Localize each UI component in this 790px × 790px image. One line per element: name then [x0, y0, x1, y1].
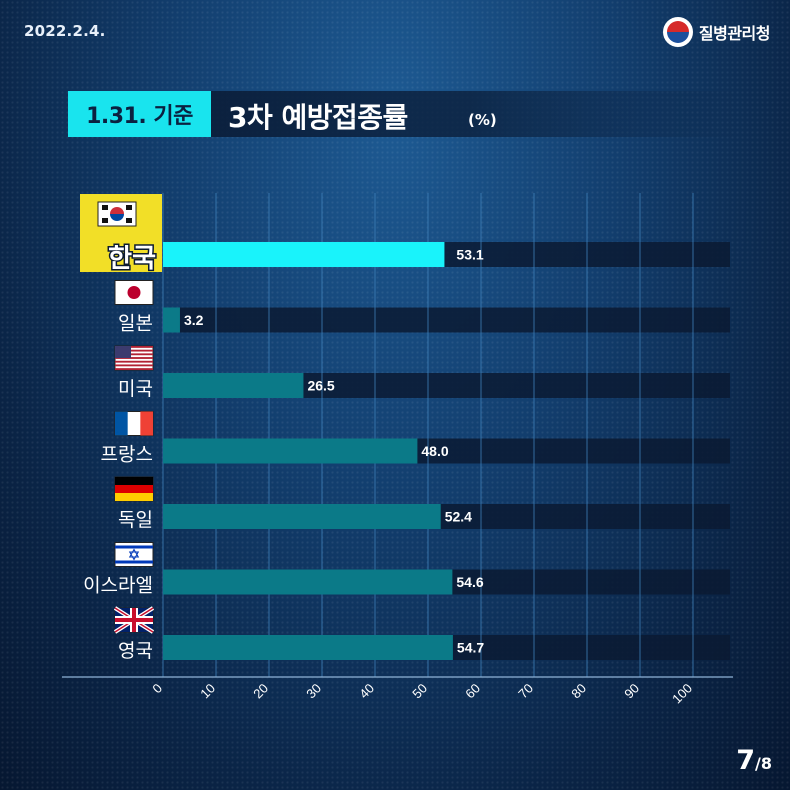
germany-flag-icon: [114, 476, 154, 502]
x-tick-label: 40: [356, 681, 377, 702]
value-label: 52.4: [445, 509, 472, 525]
value-label: 54.6: [456, 574, 483, 590]
country-label: 미국: [118, 378, 153, 400]
japan-flag-icon: [114, 280, 154, 305]
bar-track: [163, 307, 730, 333]
chart-title: 3차 예방접종률: [228, 101, 408, 134]
page-indicator: 7/8: [736, 745, 772, 776]
title-date-tag: 1.31. 기준: [68, 91, 211, 137]
value-label: 3.2: [184, 312, 204, 328]
bar-4: [163, 504, 441, 529]
country-label: 한국: [108, 244, 156, 274]
value-label: 48.0: [421, 443, 448, 459]
org-logo: 질병관리청: [662, 17, 771, 47]
country-label: 일본: [118, 313, 153, 335]
x-tick-label: 50: [409, 681, 430, 702]
bar-6: [163, 635, 453, 660]
france-flag-icon: [114, 411, 154, 436]
bar-5: [163, 569, 453, 595]
org-name: 질병관리청: [698, 24, 771, 43]
x-tick-label: 100: [669, 681, 695, 707]
kdca-logo-icon: [662, 17, 693, 47]
country-label: 독일: [118, 509, 153, 531]
bar-3: [163, 438, 418, 464]
country-label: 영국: [118, 640, 153, 662]
usa-flag-icon: [114, 345, 154, 371]
value-label: 26.5: [307, 378, 334, 394]
bar-1: [163, 307, 180, 333]
page-current: 7: [736, 745, 756, 776]
x-tick-label: 90: [621, 681, 642, 702]
value-label: 54.7: [457, 640, 484, 656]
bar-0: [163, 242, 445, 267]
x-tick-label: 60: [462, 681, 483, 702]
x-tick-label: 0: [149, 681, 165, 697]
korea-flag-icon: [97, 201, 137, 227]
page-total: /8: [755, 754, 772, 773]
bar-2: [163, 373, 304, 398]
value-label: 53.1: [456, 247, 483, 263]
x-tick-label: 80: [568, 681, 589, 702]
chart-unit: (%): [468, 111, 497, 129]
x-tick-label: 10: [197, 681, 218, 702]
x-tick-label: 70: [515, 681, 536, 702]
date-label: 2022.2.4.: [24, 22, 106, 40]
x-tick-label: 20: [250, 681, 271, 702]
country-label: 이스라엘: [83, 575, 153, 597]
israel-flag-icon: [114, 542, 154, 567]
uk-flag-icon: [113, 606, 155, 634]
country-label: 프랑스: [101, 444, 153, 466]
x-tick-label: 30: [303, 681, 324, 702]
